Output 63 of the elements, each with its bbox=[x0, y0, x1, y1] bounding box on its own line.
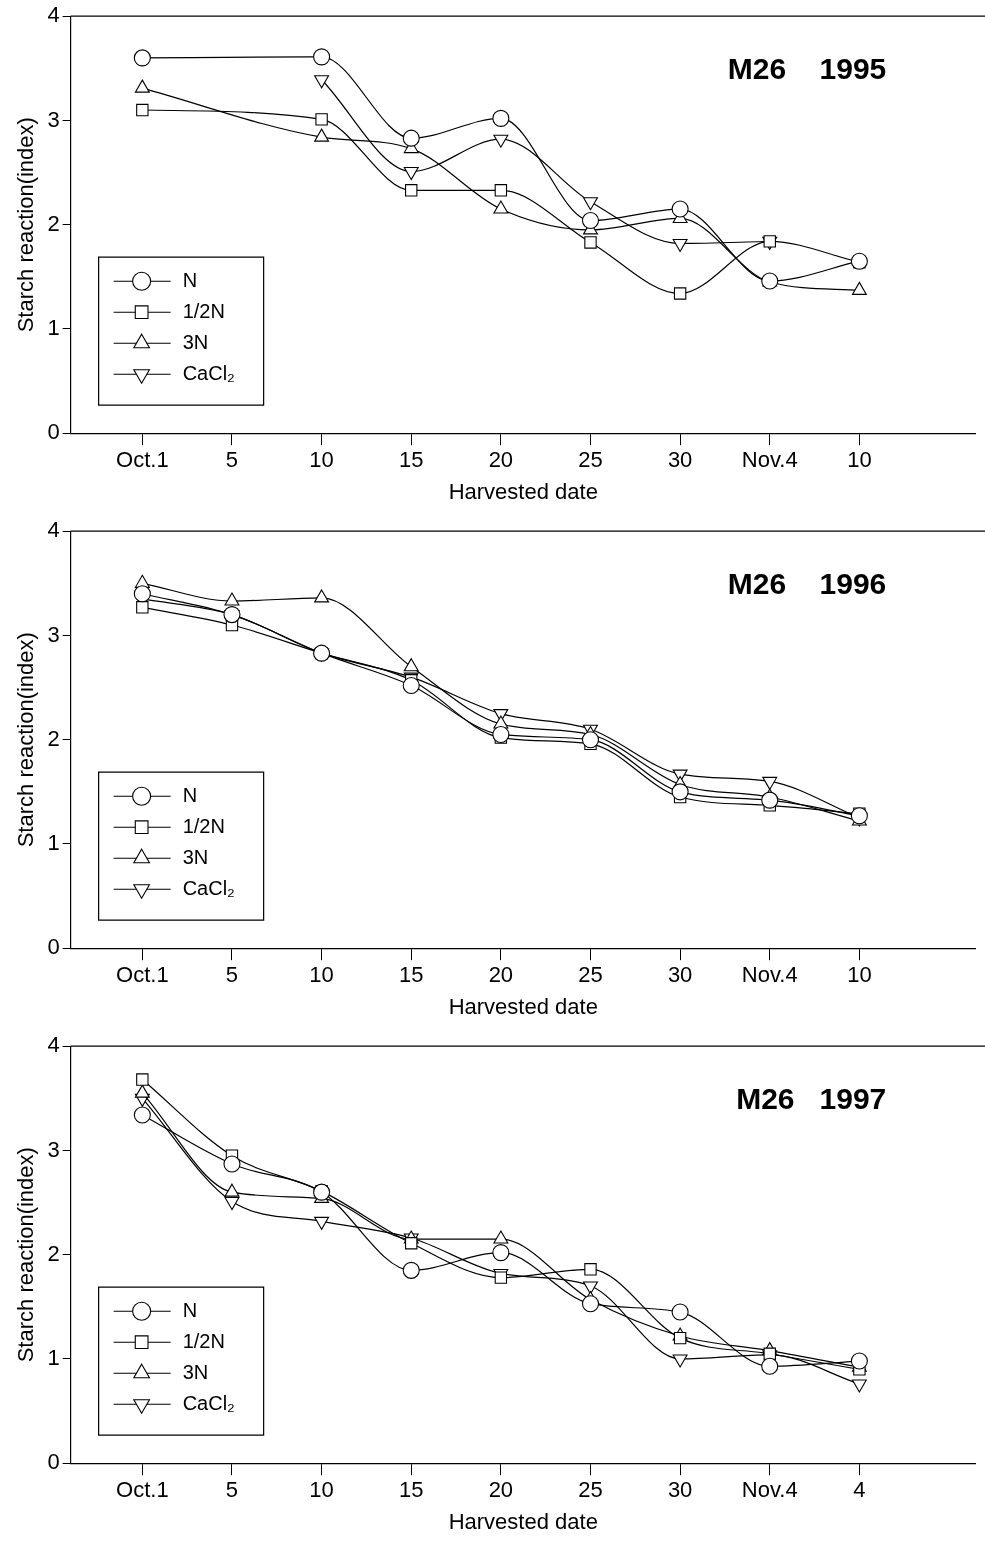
x-tick-label: 20 bbox=[488, 447, 514, 473]
x-tick-label: 15 bbox=[398, 1477, 424, 1503]
y-tick-label: 0 bbox=[47, 1449, 60, 1475]
text: M26 1997 bbox=[736, 1082, 887, 1116]
x-tick-label: 10 bbox=[309, 1477, 334, 1503]
y-tick-label: 1 bbox=[47, 315, 60, 341]
x-tick-label: 10 bbox=[309, 447, 334, 473]
x-axis-title: Harvested date bbox=[448, 478, 598, 504]
y-tick-label: 4 bbox=[47, 2, 60, 28]
legend-label: 3N bbox=[182, 330, 209, 353]
y-tick-label: 0 bbox=[47, 934, 60, 960]
x-tick-label: 4 bbox=[853, 1477, 866, 1503]
legend-label: CaCl₂ bbox=[182, 1391, 235, 1414]
y-axis-title: Starch reaction(index) bbox=[13, 1147, 39, 1363]
y-axis-title: Starch reaction(index) bbox=[13, 117, 39, 333]
x-tick-label: 30 bbox=[667, 1477, 693, 1503]
x-tick-label: 30 bbox=[667, 962, 693, 988]
legend-label: 3N bbox=[182, 845, 209, 868]
legend-label: N bbox=[182, 1298, 198, 1321]
x-tick-label: 25 bbox=[578, 962, 603, 988]
x-tick-label: 10 bbox=[847, 447, 872, 473]
y-axis-title: Starch reaction(index) bbox=[13, 632, 39, 848]
y-tick-label: 4 bbox=[47, 1032, 60, 1058]
x-tick-label: 20 bbox=[488, 1477, 514, 1503]
x-tick-label: Oct.1 bbox=[116, 447, 169, 473]
x-tick-label: 10 bbox=[309, 962, 334, 988]
x-axis-title: Harvested date bbox=[448, 1508, 598, 1534]
legend-label: CaCl₂ bbox=[182, 361, 235, 384]
legend-label: CaCl₂ bbox=[182, 876, 235, 899]
x-tick-label: 20 bbox=[488, 962, 514, 988]
text: M26 1996 bbox=[727, 567, 887, 601]
text: M26 1995 bbox=[727, 52, 887, 86]
y-tick-label: 1 bbox=[47, 830, 60, 856]
y-tick-label: 2 bbox=[47, 1240, 60, 1266]
legend-label: 1/2N bbox=[182, 814, 225, 837]
legend-label: 3N bbox=[182, 1360, 209, 1383]
y-tick-label: 2 bbox=[47, 725, 60, 751]
x-tick-label: 5 bbox=[225, 1477, 239, 1503]
x-axis-title: Harvested date bbox=[448, 993, 598, 1019]
y-tick-label: 3 bbox=[47, 106, 60, 132]
x-tick-label: Oct.1 bbox=[116, 962, 169, 988]
y-tick-label: 3 bbox=[47, 621, 60, 647]
y-tick-label: 1 bbox=[47, 1345, 60, 1371]
x-tick-label: 5 bbox=[225, 962, 239, 988]
x-tick-label: 15 bbox=[398, 447, 424, 473]
y-tick-label: 4 bbox=[47, 517, 60, 543]
legend-label: 1/2N bbox=[182, 299, 225, 322]
legend-label: N bbox=[182, 268, 198, 291]
x-tick-label: Nov.4 bbox=[741, 1477, 798, 1503]
legend-label: N bbox=[182, 783, 198, 806]
x-tick-label: Nov.4 bbox=[741, 447, 798, 473]
y-tick-label: 2 bbox=[47, 210, 60, 236]
x-tick-label: 5 bbox=[225, 447, 239, 473]
x-tick-label: 30 bbox=[667, 447, 693, 473]
y-tick-label: 3 bbox=[47, 1136, 60, 1162]
x-tick-label: 25 bbox=[578, 447, 603, 473]
legend-label: 1/2N bbox=[182, 1329, 225, 1352]
x-tick-label: Oct.1 bbox=[116, 1477, 169, 1503]
y-tick-label: 0 bbox=[47, 419, 60, 445]
x-tick-label: Nov.4 bbox=[741, 962, 798, 988]
x-tick-label: 10 bbox=[847, 962, 872, 988]
x-tick-label: 15 bbox=[398, 962, 424, 988]
x-tick-label: 25 bbox=[578, 1477, 603, 1503]
